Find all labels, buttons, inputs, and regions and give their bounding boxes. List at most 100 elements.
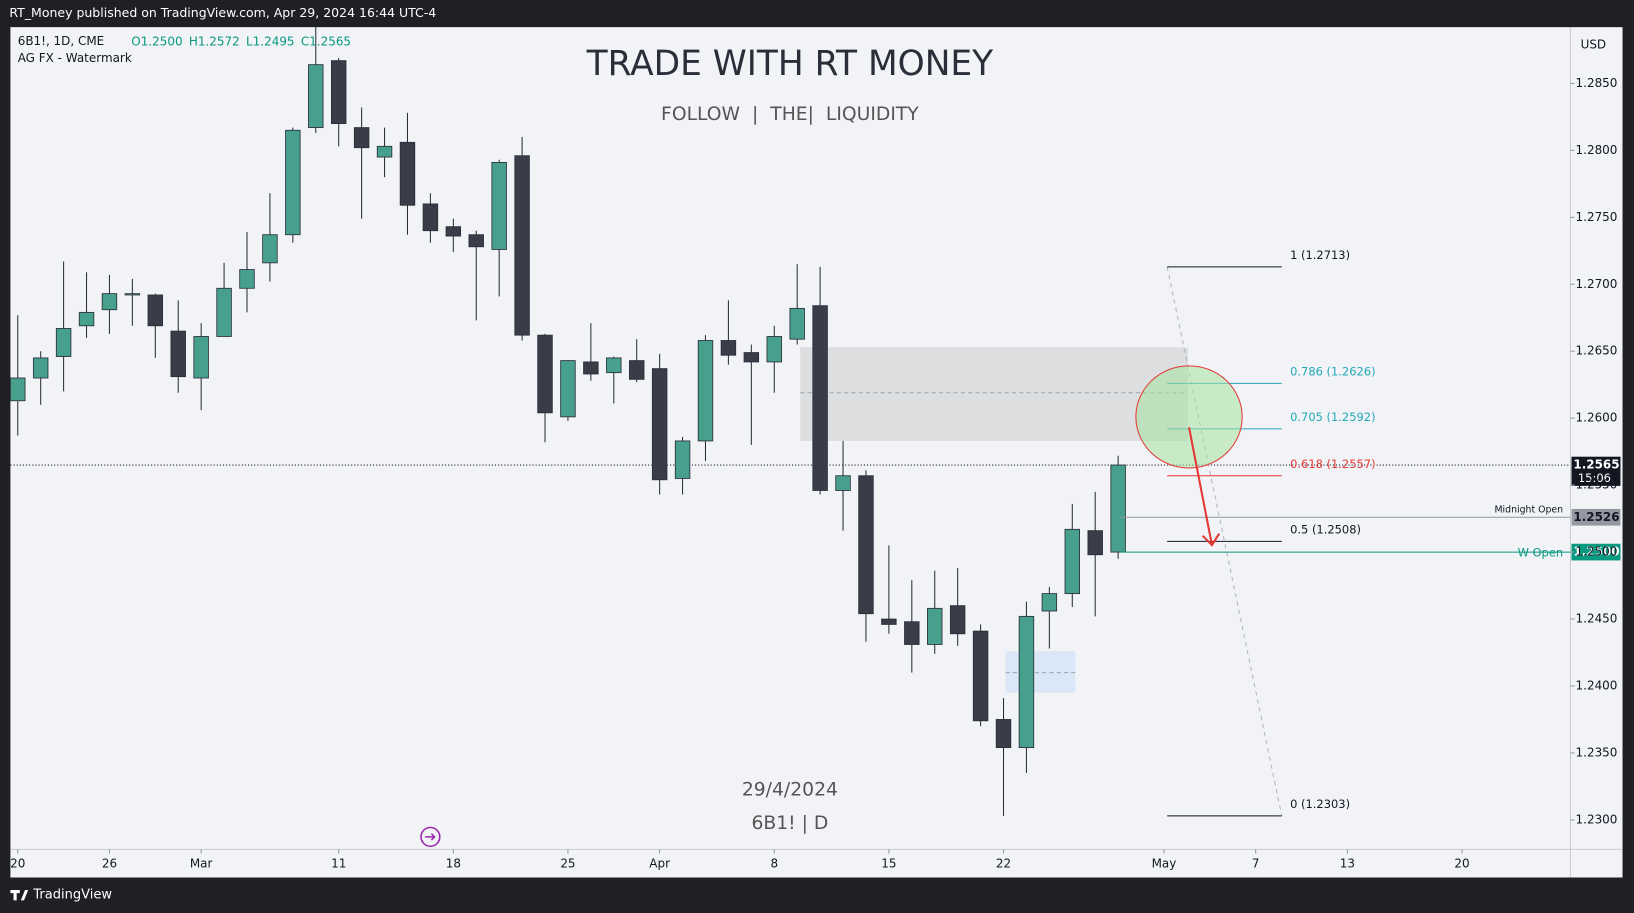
ohlc: O1.2500 H1.2572 L1.2495 C1.2565 — [131, 34, 351, 48]
countdown: 15:06 — [1578, 471, 1611, 485]
candle-body — [1087, 530, 1103, 556]
y-tick-label: 1.2850 — [1576, 76, 1618, 90]
brand: TradingView — [32, 888, 112, 903]
fib-label: 0 (1.2303) — [1290, 797, 1350, 811]
candle-body — [55, 328, 72, 357]
level-badge-label: 1.2526 — [1573, 510, 1619, 524]
candle-body — [193, 336, 209, 379]
y-tick-label: 1.2500 — [1576, 545, 1618, 559]
level-badge — [1571, 543, 1621, 561]
candle-body — [835, 475, 851, 491]
candle-body — [1018, 615, 1035, 749]
candle-body — [972, 630, 989, 722]
fib-trend — [1166, 266, 1283, 816]
candle-body — [422, 203, 439, 232]
candle-body — [376, 145, 393, 158]
x-tick-label: 18 — [446, 856, 461, 870]
candle-body — [308, 64, 324, 129]
candle-body — [399, 141, 416, 206]
symbol: 6B1!, 1D, CME — [18, 34, 105, 48]
overlay: Midnight Open 1.2526 W Open 1.2500 1.256515:… — [1120, 248, 1621, 817]
fib-label: 1 (1.2713) — [1290, 248, 1350, 262]
last-price-label: 1.2565 — [1573, 458, 1619, 472]
zone — [1005, 651, 1076, 693]
candle-body — [881, 618, 897, 625]
x-tick-label: 11 — [331, 856, 346, 870]
candle-body — [858, 475, 874, 615]
last-price-badge — [1571, 456, 1621, 486]
candle-body — [1064, 528, 1080, 595]
x-tick-label: 15 — [881, 856, 896, 870]
candle-body — [812, 305, 828, 491]
candle-body — [743, 352, 760, 363]
zone — [800, 347, 1188, 441]
candle-body — [583, 361, 599, 375]
candle-body — [674, 440, 691, 479]
subtitle: FOLLOW | THE| LIQUIDITY — [661, 104, 919, 125]
y-tick-label: 1.2600 — [1576, 411, 1618, 425]
candle-body — [720, 340, 737, 356]
plot — [10, 27, 1571, 816]
x-tick-label: 13 — [1340, 856, 1355, 870]
symbol-text: 6B1! | D — [751, 813, 828, 834]
candle-body — [330, 60, 347, 124]
x-tick-label: 26 — [102, 856, 117, 870]
fib-label: 0.618 (1.2557) — [1290, 457, 1375, 471]
level-badge-label: 1.2500 — [1573, 545, 1619, 559]
ohlc-value: L1.2495 — [246, 34, 295, 48]
ohlc-value: C1.2565 — [301, 34, 351, 48]
level-badge — [1571, 508, 1621, 526]
ohlc-value: H1.2572 — [189, 34, 240, 48]
candle-body — [101, 293, 118, 311]
date-text: 29/4/2024 — [742, 779, 838, 800]
arrow — [1188, 427, 1221, 547]
x-tick-label: 8 — [770, 856, 778, 870]
candle-body — [147, 294, 164, 327]
x-tick-label: 20 — [10, 856, 25, 870]
x-tick-label: 22 — [996, 856, 1011, 870]
plot-area — [10, 27, 1571, 850]
y-tick-label: 1.2300 — [1576, 812, 1618, 826]
candle-body — [766, 336, 782, 363]
currency: USD — [1581, 37, 1607, 51]
candle-body — [789, 307, 805, 340]
candle-body — [1041, 593, 1058, 612]
y-tick-label: 1.2700 — [1576, 277, 1618, 291]
candle-body — [10, 377, 26, 402]
y-tick-label: 1.2800 — [1576, 143, 1618, 157]
x-tick-label: Mar — [190, 856, 213, 870]
candle-body — [560, 360, 576, 418]
time-axis — [10, 849, 1571, 878]
chart-title: TRADE WITH RT MONEY — [586, 44, 994, 84]
candle-body — [445, 226, 462, 237]
candle-body — [606, 357, 622, 374]
candle-body — [124, 293, 141, 296]
y-tick-label: 1.2750 — [1576, 210, 1618, 224]
fib-label: 0.786 (1.2626) — [1290, 364, 1375, 378]
ohlc-value: O1.2500 — [131, 34, 182, 48]
x-tick-label: Apr — [649, 856, 670, 870]
candle-body — [1110, 464, 1126, 553]
candle-body — [697, 340, 714, 442]
candle-body — [491, 161, 507, 250]
price-axis — [1570, 27, 1623, 878]
x-tick-label: 20 — [1454, 856, 1469, 870]
candle-body — [651, 368, 668, 481]
candle-body — [239, 269, 255, 289]
candle-body — [537, 334, 553, 414]
candle-body — [285, 129, 301, 236]
event-icon[interactable] — [420, 826, 441, 848]
y-tick-label: 1.2550 — [1576, 478, 1618, 492]
candle-body — [629, 360, 645, 380]
candle-body — [995, 719, 1012, 749]
level-name: Midnight Open — [1494, 504, 1563, 515]
candle-body — [904, 621, 920, 645]
candle-body — [514, 155, 530, 336]
candle-body — [262, 234, 278, 264]
event-icon-arrow — [425, 833, 436, 841]
level-name: W Open — [1518, 546, 1564, 560]
indicator: AG FX - Watermark — [18, 51, 132, 65]
fib-label: 0.5 (1.2508) — [1290, 522, 1361, 536]
candle-body — [468, 234, 484, 248]
